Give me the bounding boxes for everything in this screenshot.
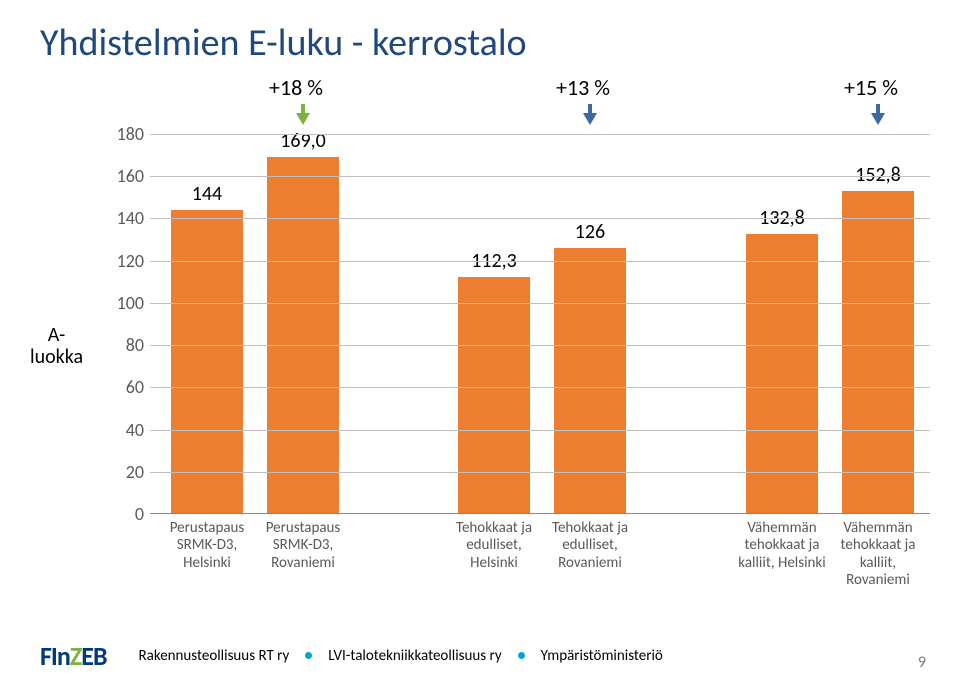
annotation-label: +15 % bbox=[844, 74, 898, 101]
gridline bbox=[150, 261, 930, 262]
page-number: 9 bbox=[918, 653, 926, 672]
y-tick-label: 160 bbox=[100, 165, 144, 187]
y-tick-label: 20 bbox=[100, 461, 144, 483]
bar-value-label: 126 bbox=[554, 220, 626, 244]
annotation-label: +18 % bbox=[269, 74, 323, 101]
y-tick-label: 60 bbox=[100, 376, 144, 398]
category-label: Tehokkaat ja edulliset, Rovaniemi bbox=[542, 520, 638, 572]
plot-area: 144169,0112,3126132,8152,8 0204060801001… bbox=[150, 134, 930, 514]
down-arrow-icon bbox=[583, 104, 597, 125]
y-tick-label: 80 bbox=[100, 334, 144, 356]
y-tick-label: 0 bbox=[100, 503, 144, 525]
bar: 112,3 bbox=[458, 277, 530, 514]
gridline bbox=[150, 218, 930, 219]
y-tick-label: 180 bbox=[100, 123, 144, 145]
category-label: Vähemmän tehokkaat ja kalliit, Helsinki bbox=[734, 520, 830, 572]
footer-org-1: Rakennusteollisuus RT ry bbox=[139, 647, 290, 665]
footer-org-2: LVI-talotekniikkateollisuus ry bbox=[328, 647, 501, 665]
x-axis-line bbox=[150, 513, 930, 514]
footer-org-3: Ympäristöministeriö bbox=[541, 647, 663, 665]
bar: 152,8 bbox=[842, 191, 914, 514]
gridline bbox=[150, 134, 930, 135]
gridline bbox=[150, 303, 930, 304]
bar: 126 bbox=[554, 248, 626, 514]
y-tick-label: 140 bbox=[100, 207, 144, 229]
down-arrow-icon bbox=[871, 104, 885, 125]
separator-dot-icon bbox=[518, 652, 525, 659]
bar: 169,0 bbox=[267, 157, 339, 514]
bars-layer: 144169,0112,3126132,8152,8 bbox=[150, 134, 930, 514]
category-label: Perustapaus SRMK-D3, Rovaniemi bbox=[255, 520, 351, 572]
gridline bbox=[150, 176, 930, 177]
y-axis-label: A- luokka bbox=[30, 324, 83, 368]
category-label: Tehokkaat ja edulliset, Helsinki bbox=[446, 520, 542, 572]
separator-dot-icon bbox=[305, 652, 312, 659]
chart: A- luokka 144169,0112,3126132,8152,8 020… bbox=[40, 134, 920, 514]
gridline bbox=[150, 472, 930, 473]
category-label: Vähemmän tehokkaat ja kalliit, Rovaniemi bbox=[830, 520, 926, 589]
slide: Yhdistelmien E-luku - kerrostalo +18 %+1… bbox=[0, 0, 960, 690]
annotation-row: +18 % +13 % +15 % bbox=[150, 74, 930, 104]
down-arrow-icon bbox=[296, 104, 310, 125]
slide-title: Yhdistelmien E-luku - kerrostalo bbox=[40, 20, 920, 66]
y-tick-label: 40 bbox=[100, 419, 144, 441]
bar: 144 bbox=[171, 210, 243, 514]
category-label: Perustapaus SRMK-D3, Helsinki bbox=[159, 520, 255, 572]
bar-value-label: 169,0 bbox=[267, 129, 339, 153]
finzeb-logo: FInZEB bbox=[40, 640, 107, 672]
gridline bbox=[150, 430, 930, 431]
gridline bbox=[150, 387, 930, 388]
bar-value-label: 144 bbox=[171, 182, 243, 206]
y-tick-label: 100 bbox=[100, 292, 144, 314]
footer: FInZEB Rakennusteollisuus RT ry LVI-talo… bbox=[40, 640, 663, 672]
annotation-label: +13 % bbox=[556, 74, 610, 101]
y-tick-label: 120 bbox=[100, 250, 144, 272]
gridline bbox=[150, 345, 930, 346]
arrow-row bbox=[150, 104, 930, 130]
